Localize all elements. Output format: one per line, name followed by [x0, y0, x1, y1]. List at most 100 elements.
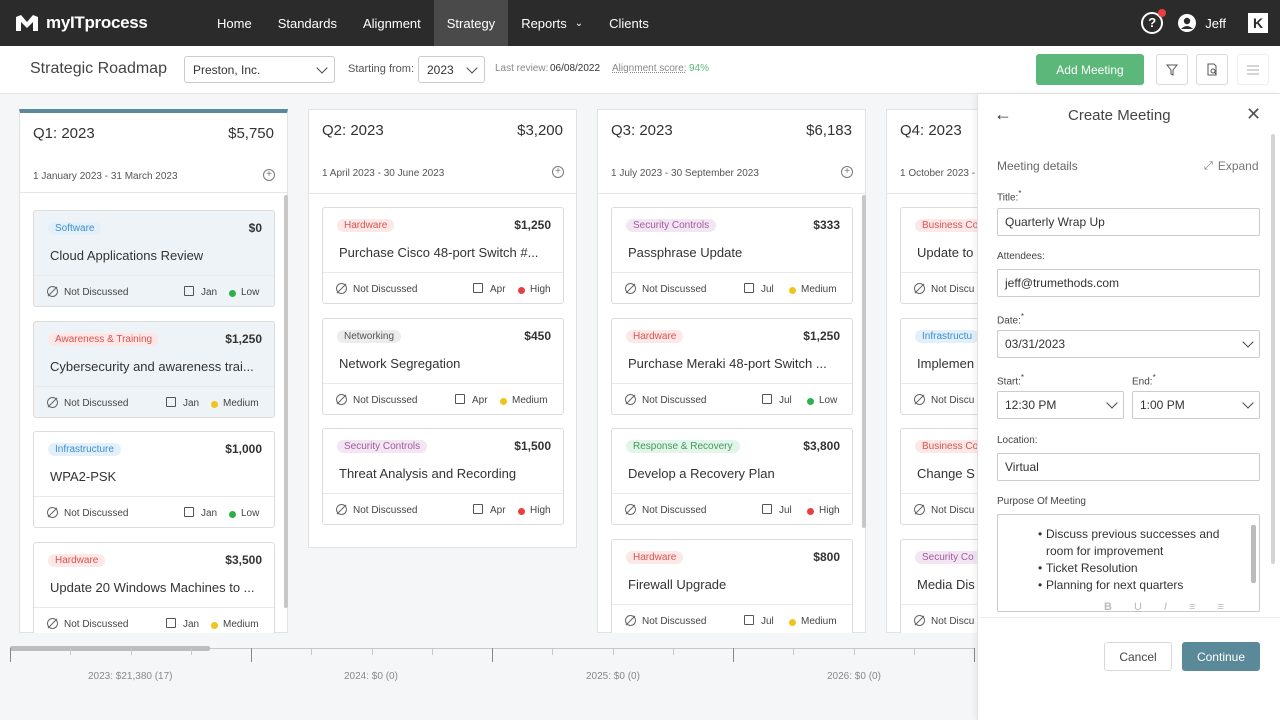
nav-strategy[interactable]: Strategy: [433, 0, 509, 46]
nav-home[interactable]: Home: [217, 15, 252, 31]
not-discussed-icon: [914, 283, 925, 294]
expand-button[interactable]: ⤢ Expand: [1204, 159, 1259, 173]
not-discussed-icon: [914, 504, 925, 515]
initiative-card[interactable]: Software $0 Cloud Applications Review Not D…: [33, 210, 275, 307]
user-menu[interactable]: Jeff: [1177, 13, 1226, 33]
cancel-button[interactable]: Cancel: [1104, 642, 1172, 671]
editor-scrollbar[interactable]: [1251, 525, 1256, 583]
initiative-card[interactable]: Hardware $3,500 Update 20 Windows Machines…: [33, 541, 275, 640]
end-time-select[interactable]: 1:00 PM: [1132, 391, 1260, 419]
user-avatar-icon: [1178, 14, 1197, 32]
purpose-editor[interactable]: Discuss previous successes and room for …: [997, 514, 1260, 613]
initiative-card[interactable]: Networking $450 Network Segregation Not Dis…: [322, 317, 564, 415]
location-input[interactable]: Virtual: [997, 453, 1260, 481]
timeline-tick: [492, 648, 493, 662]
nav-reports[interactable]: Reports ⌄: [508, 0, 596, 46]
user-name: Jeff: [1205, 15, 1226, 31]
timeline-tick: [432, 648, 433, 655]
card-priority: Low: [819, 394, 838, 406]
initiative-card[interactable]: Response & Recovery $3,800 Develop a Recov…: [611, 428, 853, 525]
priority-dot: [500, 397, 507, 405]
priority-dot: [211, 621, 218, 629]
timeline-label: 2024: $0 (0): [344, 671, 398, 682]
section-label: Meeting details: [997, 159, 1078, 173]
location-label: Location:: [997, 435, 1038, 446]
brand-logo[interactable]: myITprocess: [14, 13, 204, 33]
numbered-list-icon[interactable]: ≡: [1217, 601, 1224, 613]
initiative-card[interactable]: Business Co Change S Not Discu: [900, 428, 1020, 525]
panel-scrollbar[interactable]: [1271, 134, 1275, 564]
alignment-score-label[interactable]: Alignment score:: [612, 63, 687, 74]
priority-dot: [518, 508, 525, 515]
initiative-card[interactable]: Hardware $1,250 Purchase Meraki 48-port Sw…: [611, 317, 853, 415]
client-select-value: Preston, Inc.: [193, 62, 261, 77]
purpose-item: Discuss previous successes and room for …: [1038, 526, 1226, 560]
add-item-icon[interactable]: +: [552, 166, 564, 178]
filter-button[interactable]: [1156, 54, 1188, 85]
brand-name: myITprocess: [46, 13, 148, 32]
nav-alignment[interactable]: Alignment: [362, 15, 421, 31]
underline-icon[interactable]: U: [1133, 601, 1142, 613]
year-select[interactable]: 2023: [418, 56, 485, 83]
card-priority: High: [530, 505, 551, 516]
column-scrollbar[interactable]: [862, 195, 866, 528]
initiative-card[interactable]: Infrastructure $1,000 WPA2-PSK Not Discusse…: [33, 431, 275, 528]
document-search-icon: [1207, 63, 1217, 76]
card-amount: $3,500: [225, 552, 262, 567]
add-item-icon[interactable]: +: [841, 166, 853, 178]
top-nav: myITprocess Home Standards Alignment Str…: [0, 0, 1280, 46]
calendar-icon: [762, 393, 772, 404]
quarter-total: $6,183: [806, 122, 852, 139]
date-picker[interactable]: 03/31/2023: [997, 330, 1260, 358]
column-scrollbar[interactable]: [284, 195, 288, 608]
bold-icon[interactable]: B: [1104, 601, 1112, 613]
timeline-thumb[interactable]: [10, 646, 210, 651]
category-tag: Response & Recovery: [626, 440, 740, 453]
card-amount: $1,250: [514, 218, 551, 232]
add-item-icon[interactable]: +: [263, 169, 275, 181]
card-month: Jul: [761, 615, 774, 627]
help-icon[interactable]: ?: [1141, 9, 1167, 34]
quarter-title: Q2: 2023: [322, 122, 384, 139]
title-input[interactable]: Quarterly Wrap Up: [997, 208, 1260, 236]
initiative-card[interactable]: Awareness & Training $1,250 Cybersecurity …: [33, 320, 275, 418]
last-review-value: 06/08/2022: [550, 63, 601, 74]
card-footer: Not Discussed Jan Medium: [34, 606, 274, 640]
initiative-card[interactable]: Hardware $1,250 Purchase Cisco 48-port Swi…: [322, 207, 564, 304]
italic-icon[interactable]: I: [1163, 601, 1167, 613]
initiative-card[interactable]: Hardware $800 Firewall Upgrade Not Discusse…: [611, 538, 853, 636]
calendar-icon: [166, 617, 176, 628]
card-title: Media Dis: [917, 576, 975, 592]
not-discussed-icon: [47, 617, 58, 629]
panel-title: Create Meeting: [1068, 107, 1171, 124]
app-switcher-icon[interactable]: K: [1248, 13, 1268, 33]
initiative-card[interactable]: Security Controls $1,500 Threat Analysis a…: [322, 428, 564, 525]
quarter-column: Q3: 2023 $6,183 1 July 2023 - 30 September…: [597, 109, 866, 636]
card-footer: Not Discu: [901, 382, 1019, 416]
start-time-select[interactable]: 12:30 PM: [997, 391, 1124, 419]
quarter-date-range: 1 April 2023 - 30 June 2023: [322, 168, 445, 179]
card-month: Jul: [779, 394, 792, 406]
bullet-list-icon[interactable]: ≡: [1188, 601, 1196, 613]
quarter-header: Q3: 2023 $6,183 1 July 2023 - 30 September…: [598, 110, 865, 194]
attendees-input[interactable]: jeff@trumethods.com: [997, 269, 1260, 297]
menu-button[interactable]: [1237, 54, 1269, 85]
initiative-card[interactable]: Security Controls $333 Passphrase Update No…: [611, 207, 853, 304]
add-meeting-button[interactable]: Add Meeting: [1036, 54, 1144, 85]
card-title: Change S: [917, 466, 975, 481]
not-discussed-icon: [914, 614, 925, 626]
title-input-value: Quarterly Wrap Up: [1005, 215, 1105, 229]
nav-standards[interactable]: Standards: [277, 15, 337, 31]
client-select[interactable]: Preston, Inc.: [184, 56, 335, 83]
timeline-scroller[interactable]: 2023: $21,380 (17) 2024: $0 (0) 2025: $0…: [0, 633, 977, 720]
continue-button[interactable]: Continue: [1182, 642, 1260, 671]
nav-clients[interactable]: Clients: [609, 15, 649, 31]
calendar-icon: [762, 504, 772, 514]
back-arrow-icon[interactable]: ←: [994, 104, 1012, 124]
chevron-down-icon: [1242, 397, 1254, 409]
timeline-tick: [372, 648, 373, 655]
purpose-item: Ticket Resolution: [1038, 560, 1226, 577]
report-preview-button[interactable]: [1196, 54, 1228, 85]
title-label: Title:*: [997, 189, 1022, 204]
close-icon[interactable]: ✕: [1246, 104, 1262, 124]
